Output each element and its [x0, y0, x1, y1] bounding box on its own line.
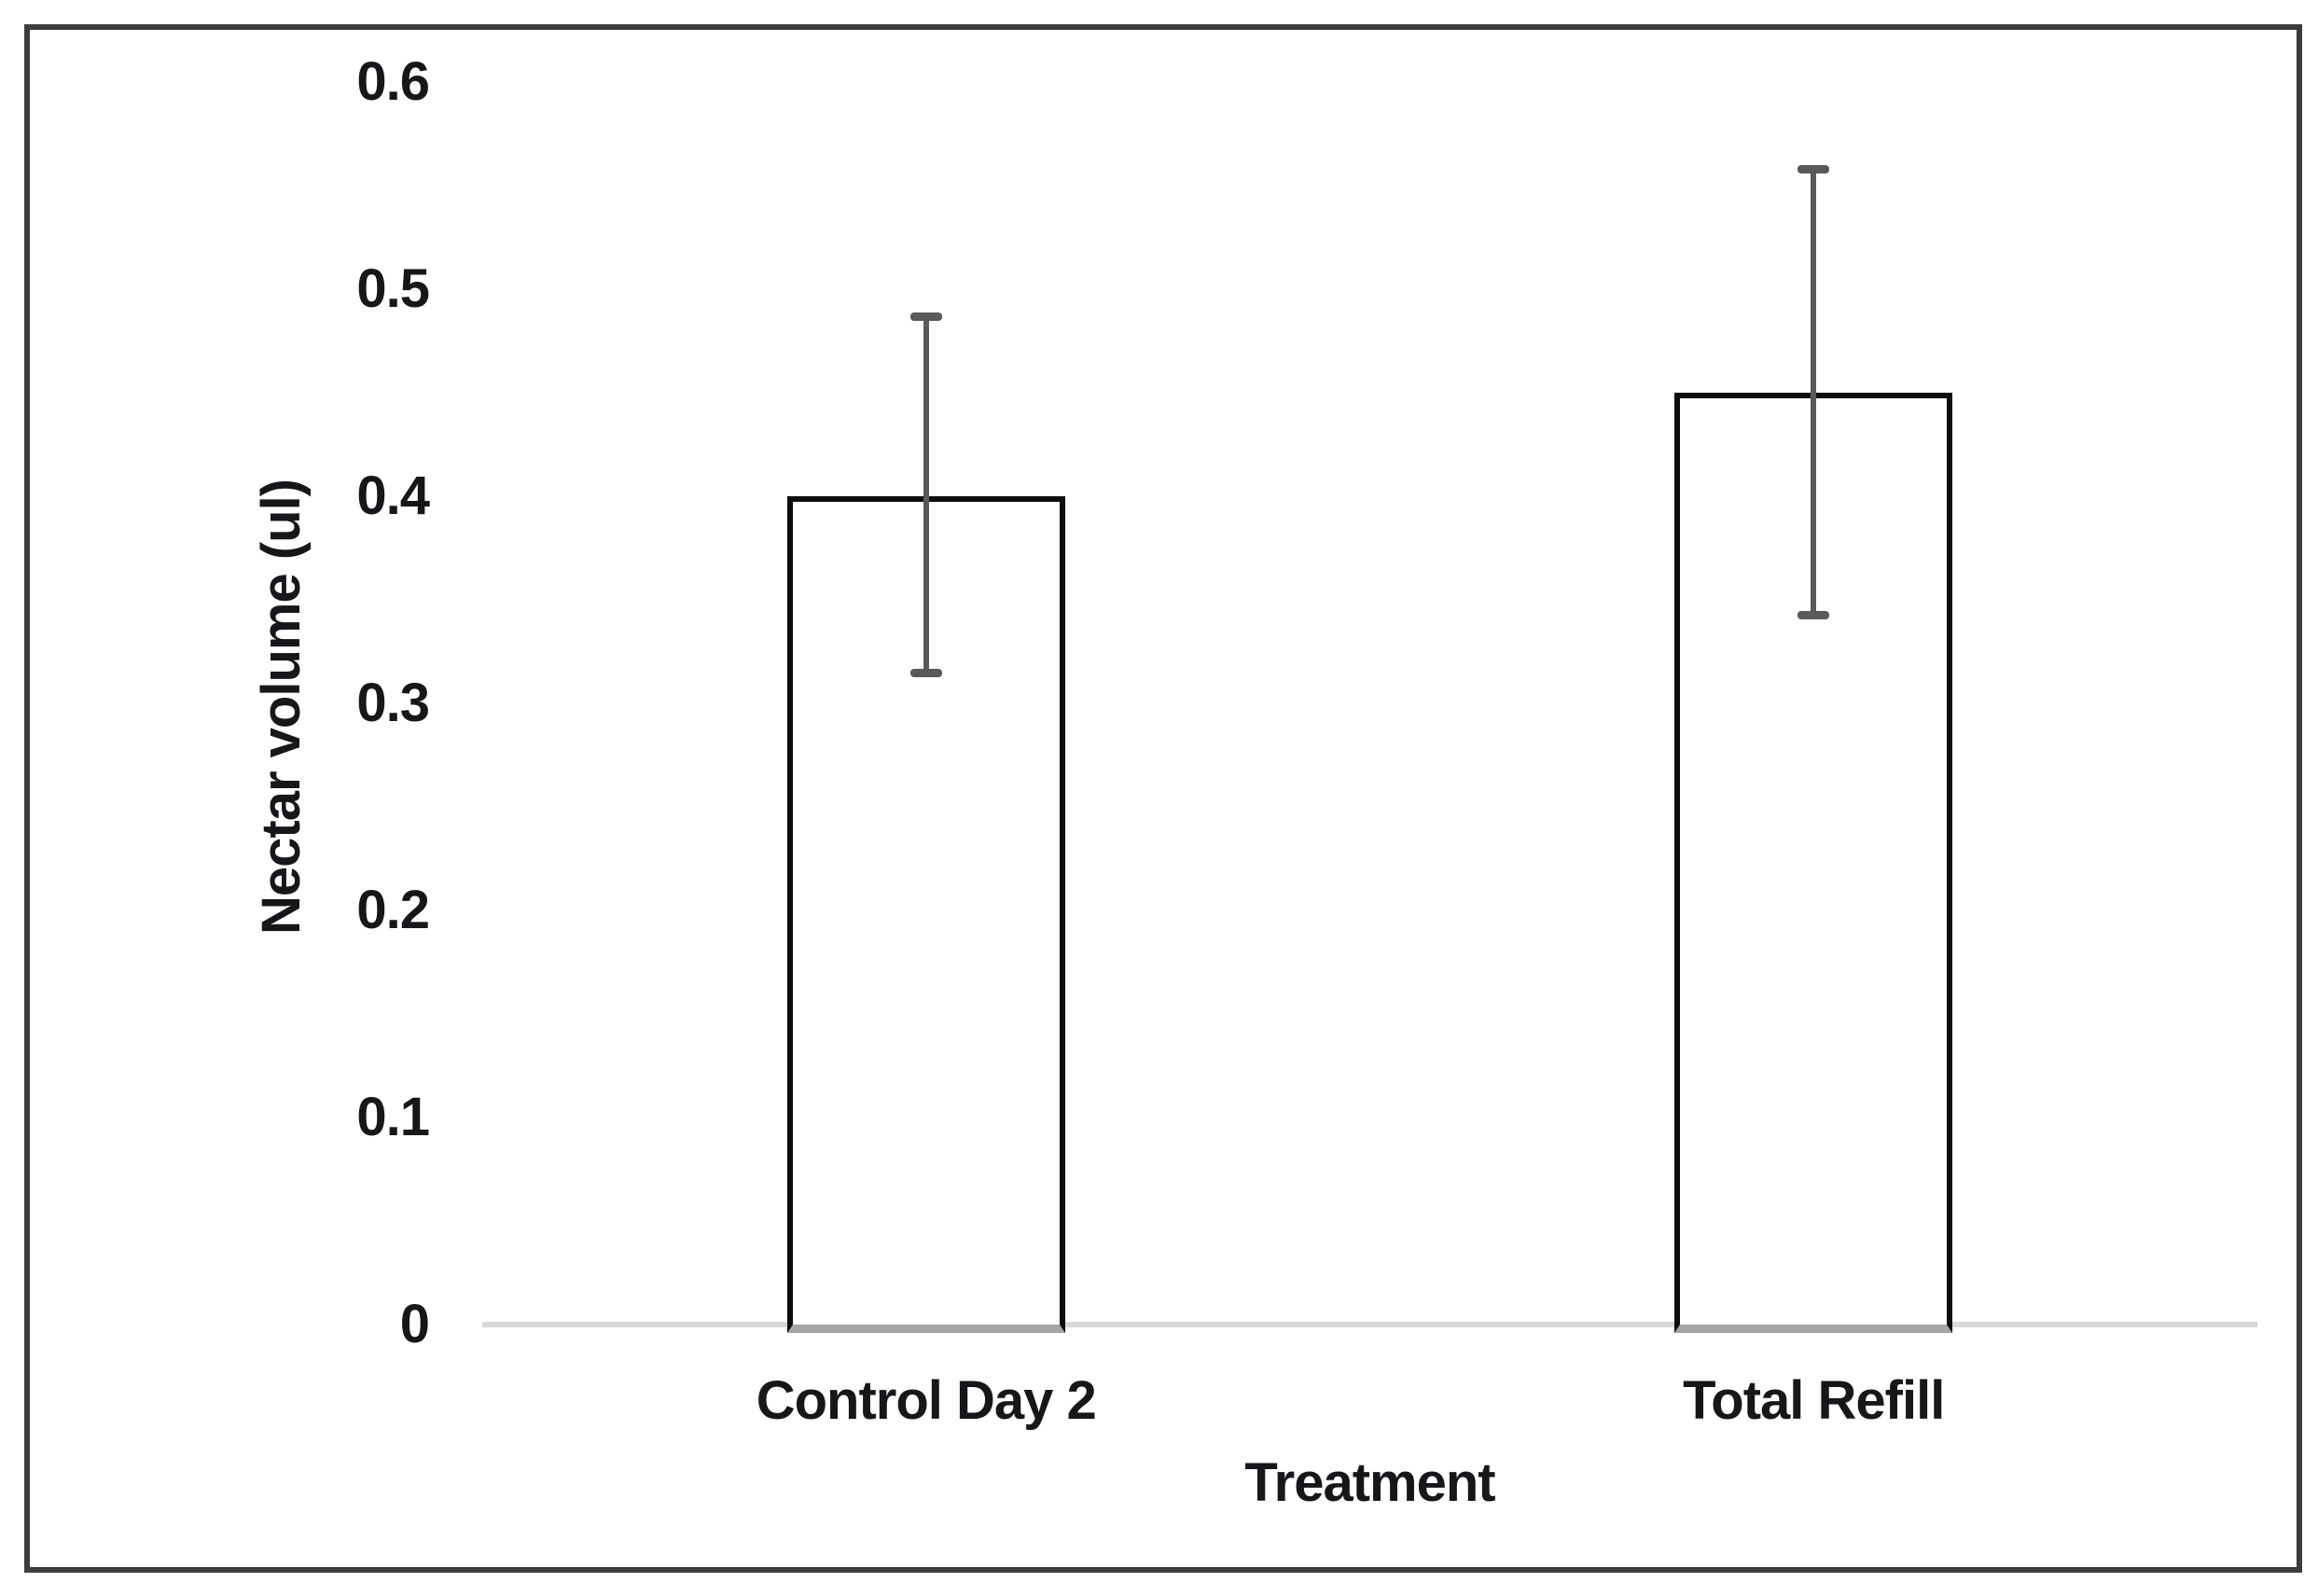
x-axis-line	[482, 1322, 2257, 1327]
error-bar-cap-top	[1797, 165, 1830, 174]
error-bar-cap-top	[909, 312, 942, 321]
y-tick-label: 0	[399, 1294, 430, 1354]
x-category-label-control-day-2: Control Day 2	[756, 1370, 1097, 1431]
error-bar-total-refill	[1811, 169, 1817, 615]
y-tick-label: 0.3	[356, 673, 430, 733]
y-tick-label: 0.1	[356, 1087, 430, 1147]
y-tick-label: 0.4	[356, 465, 430, 526]
y-tick-label: 0.6	[356, 51, 430, 112]
error-bar-cap-bottom	[1797, 610, 1830, 619]
error-bar-control-day-2	[923, 315, 929, 673]
y-tick-label: 0.5	[356, 258, 430, 319]
x-category-label-total-refill: Total Refill	[1683, 1370, 1945, 1431]
error-bar-cap-bottom	[909, 668, 942, 677]
y-tick-label: 0.2	[356, 880, 430, 940]
x-axis-title: Treatment	[1244, 1452, 1495, 1513]
